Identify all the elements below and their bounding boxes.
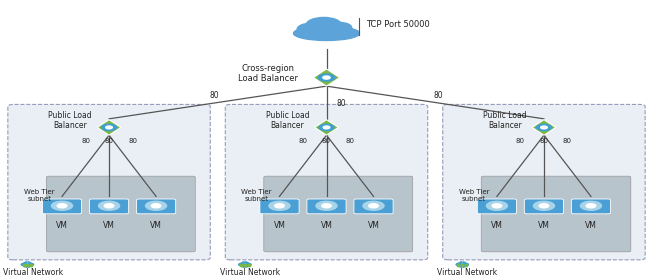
FancyBboxPatch shape bbox=[89, 199, 129, 214]
Circle shape bbox=[319, 124, 334, 130]
Circle shape bbox=[297, 23, 326, 35]
Circle shape bbox=[534, 201, 554, 210]
Text: 80: 80 bbox=[210, 91, 219, 100]
Circle shape bbox=[106, 126, 112, 129]
Circle shape bbox=[323, 76, 330, 79]
Circle shape bbox=[104, 204, 114, 208]
Text: VM: VM bbox=[368, 221, 379, 230]
Text: Virtual Network: Virtual Network bbox=[438, 268, 498, 276]
Ellipse shape bbox=[294, 27, 359, 39]
Text: VM: VM bbox=[274, 221, 285, 230]
Text: Virtual Network: Virtual Network bbox=[220, 268, 280, 276]
Text: 80: 80 bbox=[563, 138, 572, 144]
Circle shape bbox=[363, 201, 384, 210]
FancyBboxPatch shape bbox=[8, 104, 210, 260]
Text: 80: 80 bbox=[345, 138, 355, 144]
Circle shape bbox=[151, 204, 161, 208]
Circle shape bbox=[369, 204, 378, 208]
Text: 80: 80 bbox=[539, 138, 549, 144]
Circle shape bbox=[537, 124, 551, 130]
Circle shape bbox=[539, 204, 549, 208]
Text: VM: VM bbox=[56, 221, 68, 230]
Text: 80: 80 bbox=[81, 138, 90, 144]
Text: Web Tier
subnet: Web Tier subnet bbox=[242, 189, 272, 202]
FancyBboxPatch shape bbox=[307, 199, 346, 214]
Text: Web Tier
subnet: Web Tier subnet bbox=[24, 189, 54, 202]
Text: 80: 80 bbox=[322, 138, 331, 144]
Circle shape bbox=[326, 22, 352, 33]
Ellipse shape bbox=[296, 33, 357, 41]
Text: Virtual Network: Virtual Network bbox=[3, 268, 63, 276]
FancyBboxPatch shape bbox=[524, 199, 564, 214]
Text: VM: VM bbox=[103, 221, 115, 230]
Polygon shape bbox=[97, 120, 121, 135]
FancyBboxPatch shape bbox=[571, 199, 611, 214]
FancyBboxPatch shape bbox=[42, 199, 82, 214]
Circle shape bbox=[323, 126, 330, 129]
Circle shape bbox=[99, 201, 119, 210]
Circle shape bbox=[269, 201, 290, 210]
Text: VM: VM bbox=[150, 221, 162, 230]
Circle shape bbox=[316, 201, 337, 210]
Text: 80: 80 bbox=[516, 138, 525, 144]
Circle shape bbox=[492, 204, 502, 208]
Polygon shape bbox=[532, 120, 556, 135]
Text: Web Tier
subnet: Web Tier subnet bbox=[459, 189, 489, 202]
Text: Public Load
Balancer: Public Load Balancer bbox=[266, 111, 309, 130]
FancyBboxPatch shape bbox=[225, 104, 428, 260]
Circle shape bbox=[541, 126, 547, 129]
Polygon shape bbox=[313, 69, 340, 86]
Circle shape bbox=[322, 204, 331, 208]
Circle shape bbox=[52, 201, 72, 210]
FancyBboxPatch shape bbox=[46, 176, 195, 252]
FancyBboxPatch shape bbox=[443, 104, 645, 260]
FancyBboxPatch shape bbox=[264, 176, 413, 252]
Text: VM: VM bbox=[321, 221, 332, 230]
Text: 80: 80 bbox=[104, 138, 114, 144]
FancyBboxPatch shape bbox=[354, 199, 393, 214]
Circle shape bbox=[319, 74, 334, 81]
Text: 80: 80 bbox=[434, 91, 443, 100]
Text: 80: 80 bbox=[298, 138, 308, 144]
Text: VM: VM bbox=[585, 221, 597, 230]
Text: VM: VM bbox=[491, 221, 503, 230]
Polygon shape bbox=[315, 120, 338, 135]
Text: TCP Port 50000: TCP Port 50000 bbox=[366, 20, 430, 29]
Circle shape bbox=[581, 201, 601, 210]
Text: 80: 80 bbox=[336, 99, 345, 108]
Circle shape bbox=[102, 124, 116, 130]
Text: Public Load
Balancer: Public Load Balancer bbox=[48, 111, 91, 130]
Text: 80: 80 bbox=[128, 138, 137, 144]
Circle shape bbox=[486, 201, 507, 210]
FancyBboxPatch shape bbox=[136, 199, 176, 214]
Circle shape bbox=[57, 204, 67, 208]
Text: VM: VM bbox=[538, 221, 550, 230]
Circle shape bbox=[586, 204, 596, 208]
Circle shape bbox=[275, 204, 284, 208]
FancyBboxPatch shape bbox=[477, 199, 517, 214]
Text: Public Load
Balancer: Public Load Balancer bbox=[483, 111, 526, 130]
FancyBboxPatch shape bbox=[260, 199, 299, 214]
Circle shape bbox=[146, 201, 167, 210]
Text: Cross-region
Load Balancer: Cross-region Load Balancer bbox=[238, 64, 298, 83]
Ellipse shape bbox=[294, 26, 359, 40]
FancyBboxPatch shape bbox=[481, 176, 631, 252]
Circle shape bbox=[306, 17, 342, 32]
